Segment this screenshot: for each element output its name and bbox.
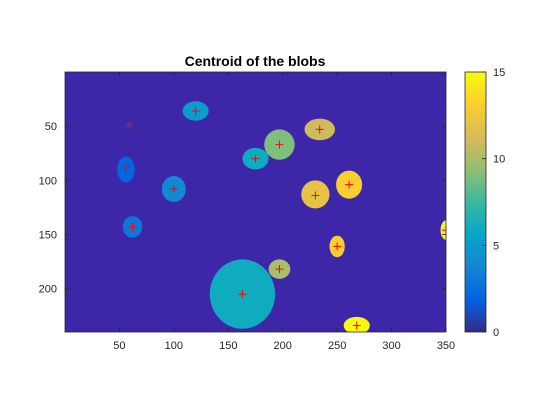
y-tick-label: 200	[39, 284, 57, 296]
y-tick-label: 100	[39, 175, 57, 187]
colorbar-gradient	[464, 71, 487, 333]
x-tick-label: 250	[328, 340, 346, 352]
colorbar: 0 5 10 15	[464, 67, 505, 339]
x-tick-label: 50	[113, 340, 125, 352]
centroid-marker	[333, 242, 342, 251]
centroid-marker	[128, 222, 137, 231]
x-tick-label: 300	[382, 340, 400, 352]
colorbar-tick-label: 15	[493, 67, 505, 79]
axes-frame	[64, 71, 447, 333]
centroid-marker	[442, 226, 446, 235]
x-tick-label: 100	[165, 340, 183, 352]
plot-area: 50 100 150 200 250 300 350 50 100 150 200	[39, 71, 455, 352]
centroid-marker	[275, 265, 284, 274]
chart-title: Centroid of the blobs	[185, 53, 326, 69]
y-tick-label: 150	[39, 230, 57, 242]
colorbar-tick-label: 5	[493, 240, 499, 252]
centroid-marker	[121, 163, 130, 172]
centroid-marker	[238, 290, 247, 299]
centroid-marker	[352, 321, 361, 330]
centroid-marker	[191, 107, 200, 115]
y-tick-label: 50	[45, 121, 57, 133]
centroid-layer	[121, 107, 446, 330]
x-tick-label: 150	[219, 340, 237, 352]
centroid-marker	[345, 180, 354, 189]
centroid-marker	[169, 185, 178, 193]
centroid-marker	[125, 121, 134, 130]
centroid-marker	[251, 154, 260, 163]
colorbar-tick-label: 10	[493, 154, 505, 166]
centroid-marker	[311, 191, 320, 200]
x-tick-label: 350	[437, 340, 455, 352]
colorbar-tick-label: 0	[493, 327, 499, 339]
centroid-marker	[275, 140, 284, 149]
x-tick-label: 200	[274, 340, 292, 352]
centroid-marker	[315, 125, 324, 134]
